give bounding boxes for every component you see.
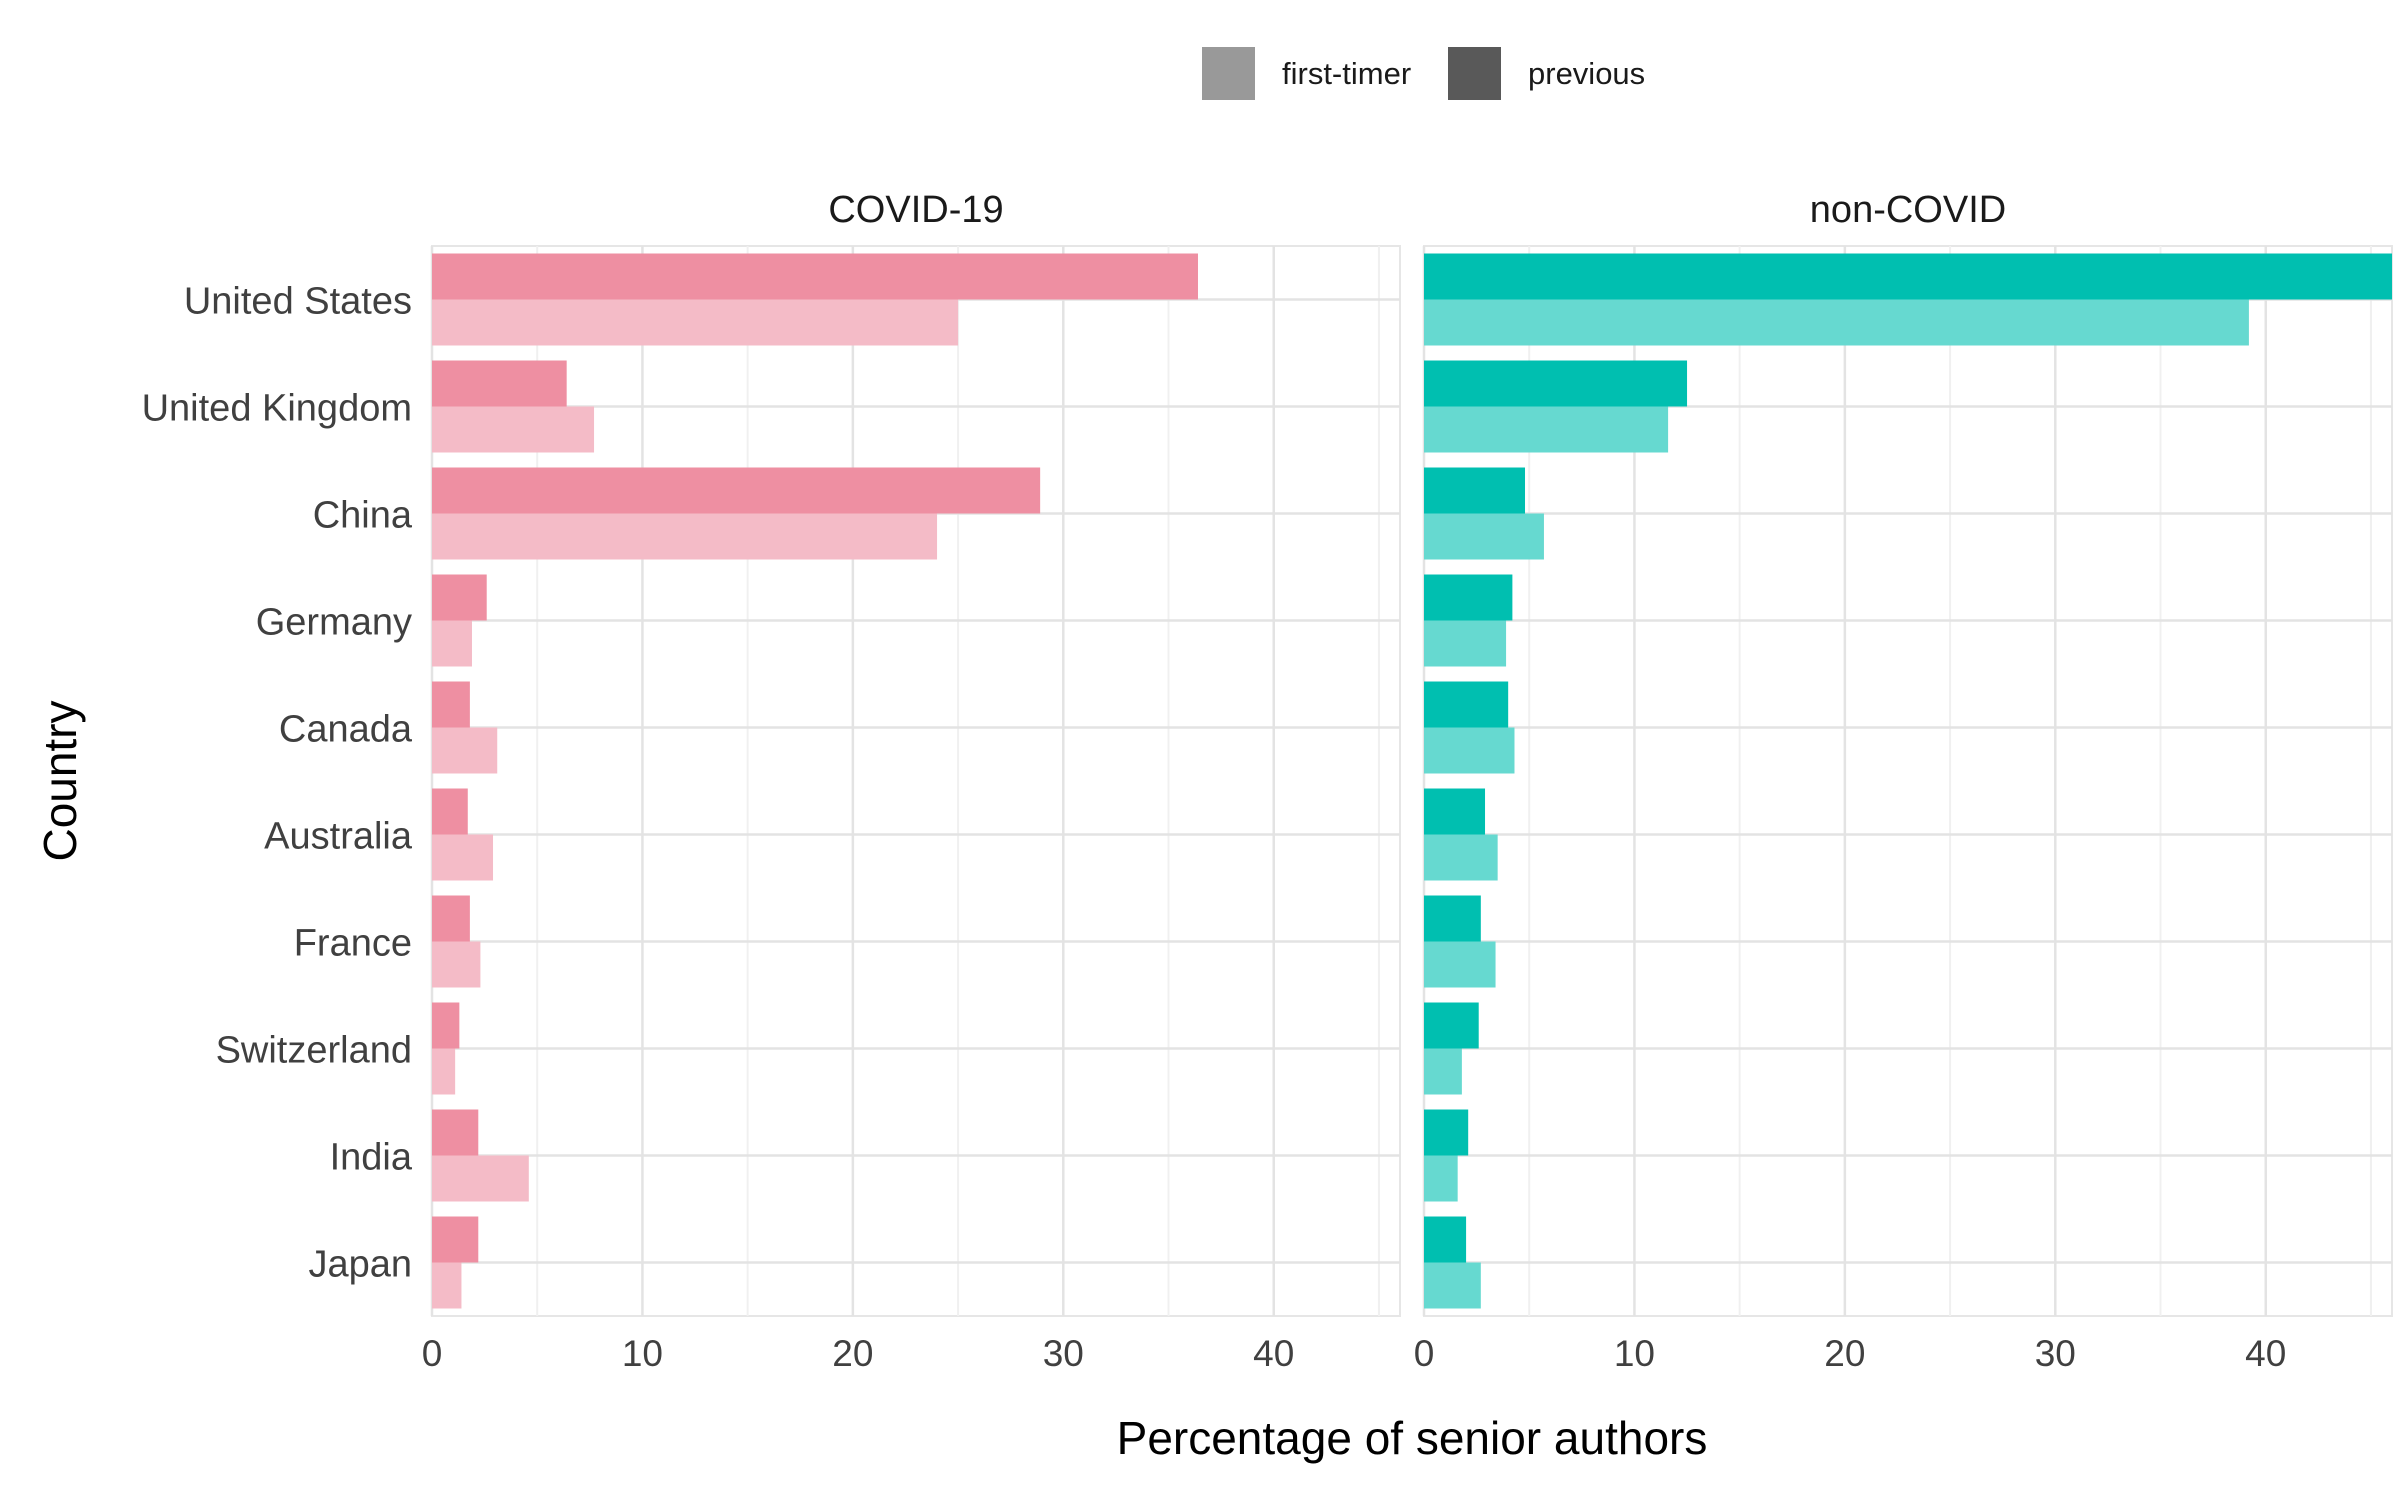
bar-first-timer bbox=[1424, 834, 1498, 881]
bar-first-timer bbox=[432, 727, 498, 774]
bar-first-timer bbox=[1424, 513, 1544, 560]
x-axis-title: Percentage of senior authors bbox=[1117, 1412, 1708, 1464]
bar-first-timer bbox=[1424, 727, 1515, 774]
legend-label-first-timer: first-timer bbox=[1282, 56, 1411, 91]
country-label: Canada bbox=[279, 709, 413, 751]
bar-first-timer bbox=[1424, 941, 1496, 988]
bar-first-timer bbox=[432, 1048, 456, 1095]
bar-previous bbox=[432, 1002, 460, 1049]
bar-previous bbox=[1424, 895, 1481, 942]
country-label: India bbox=[330, 1137, 413, 1179]
bar-first-timer bbox=[432, 1155, 529, 1202]
x-tick-label: 30 bbox=[1043, 1333, 1084, 1374]
bar-previous bbox=[1424, 1109, 1469, 1156]
x-tick-label: 10 bbox=[622, 1333, 663, 1374]
country-label: France bbox=[294, 923, 412, 965]
bar-previous bbox=[1424, 467, 1526, 514]
bar-previous bbox=[1424, 360, 1688, 407]
bar-previous bbox=[432, 788, 468, 835]
y-axis-title: Country bbox=[34, 700, 86, 861]
bar-first-timer bbox=[432, 941, 481, 988]
bar-previous bbox=[1424, 1002, 1479, 1049]
x-tick-label: 20 bbox=[832, 1333, 873, 1374]
bar-first-timer bbox=[1424, 299, 2249, 346]
bar-first-timer bbox=[432, 406, 595, 453]
bar-first-timer bbox=[432, 620, 472, 667]
x-tick-label: 10 bbox=[1614, 1333, 1655, 1374]
x-tick-label: 40 bbox=[2245, 1333, 2286, 1374]
bar-first-timer bbox=[1424, 620, 1507, 667]
bar-previous bbox=[1424, 1216, 1467, 1263]
facet-title: COVID-19 bbox=[828, 189, 1003, 231]
country-label: Australia bbox=[264, 816, 413, 858]
country-label: Switzerland bbox=[216, 1030, 412, 1072]
legend-swatch-previous bbox=[1448, 47, 1501, 100]
bar-first-timer bbox=[1424, 1048, 1462, 1095]
bar-previous bbox=[432, 1109, 479, 1156]
bar-first-timer bbox=[432, 299, 959, 346]
bar-first-timer bbox=[432, 513, 938, 560]
bar-first-timer bbox=[1424, 1155, 1458, 1202]
x-tick-label: 30 bbox=[2035, 1333, 2076, 1374]
bar-previous bbox=[432, 1216, 479, 1263]
x-tick-label: 0 bbox=[1414, 1333, 1435, 1374]
bar-previous bbox=[1424, 253, 2392, 300]
bar-previous bbox=[432, 895, 470, 942]
bar-previous bbox=[1424, 788, 1486, 835]
bar-first-timer bbox=[1424, 406, 1669, 453]
country-label: Japan bbox=[308, 1244, 412, 1286]
country-label: United States bbox=[184, 281, 412, 323]
bar-previous bbox=[1424, 681, 1509, 728]
bar-first-timer bbox=[1424, 1262, 1481, 1309]
bar-previous bbox=[432, 681, 470, 728]
legend-label-previous: previous bbox=[1528, 56, 1645, 91]
bar-first-timer bbox=[432, 1262, 462, 1309]
x-tick-label: 20 bbox=[1824, 1333, 1865, 1374]
country-label: Germany bbox=[256, 602, 412, 644]
facet-title: non-COVID bbox=[1810, 189, 2006, 231]
country-label: United Kingdom bbox=[142, 388, 412, 430]
country-label: China bbox=[313, 495, 413, 537]
bar-previous bbox=[432, 574, 487, 621]
legend-swatch-first-timer bbox=[1202, 47, 1255, 100]
bar-previous bbox=[432, 467, 1041, 514]
bar-previous bbox=[432, 360, 567, 407]
bar-previous bbox=[432, 253, 1198, 300]
x-tick-label: 40 bbox=[1253, 1333, 1294, 1374]
bar-previous bbox=[1424, 574, 1513, 621]
x-tick-label: 0 bbox=[422, 1333, 443, 1374]
bar-first-timer bbox=[432, 834, 494, 881]
